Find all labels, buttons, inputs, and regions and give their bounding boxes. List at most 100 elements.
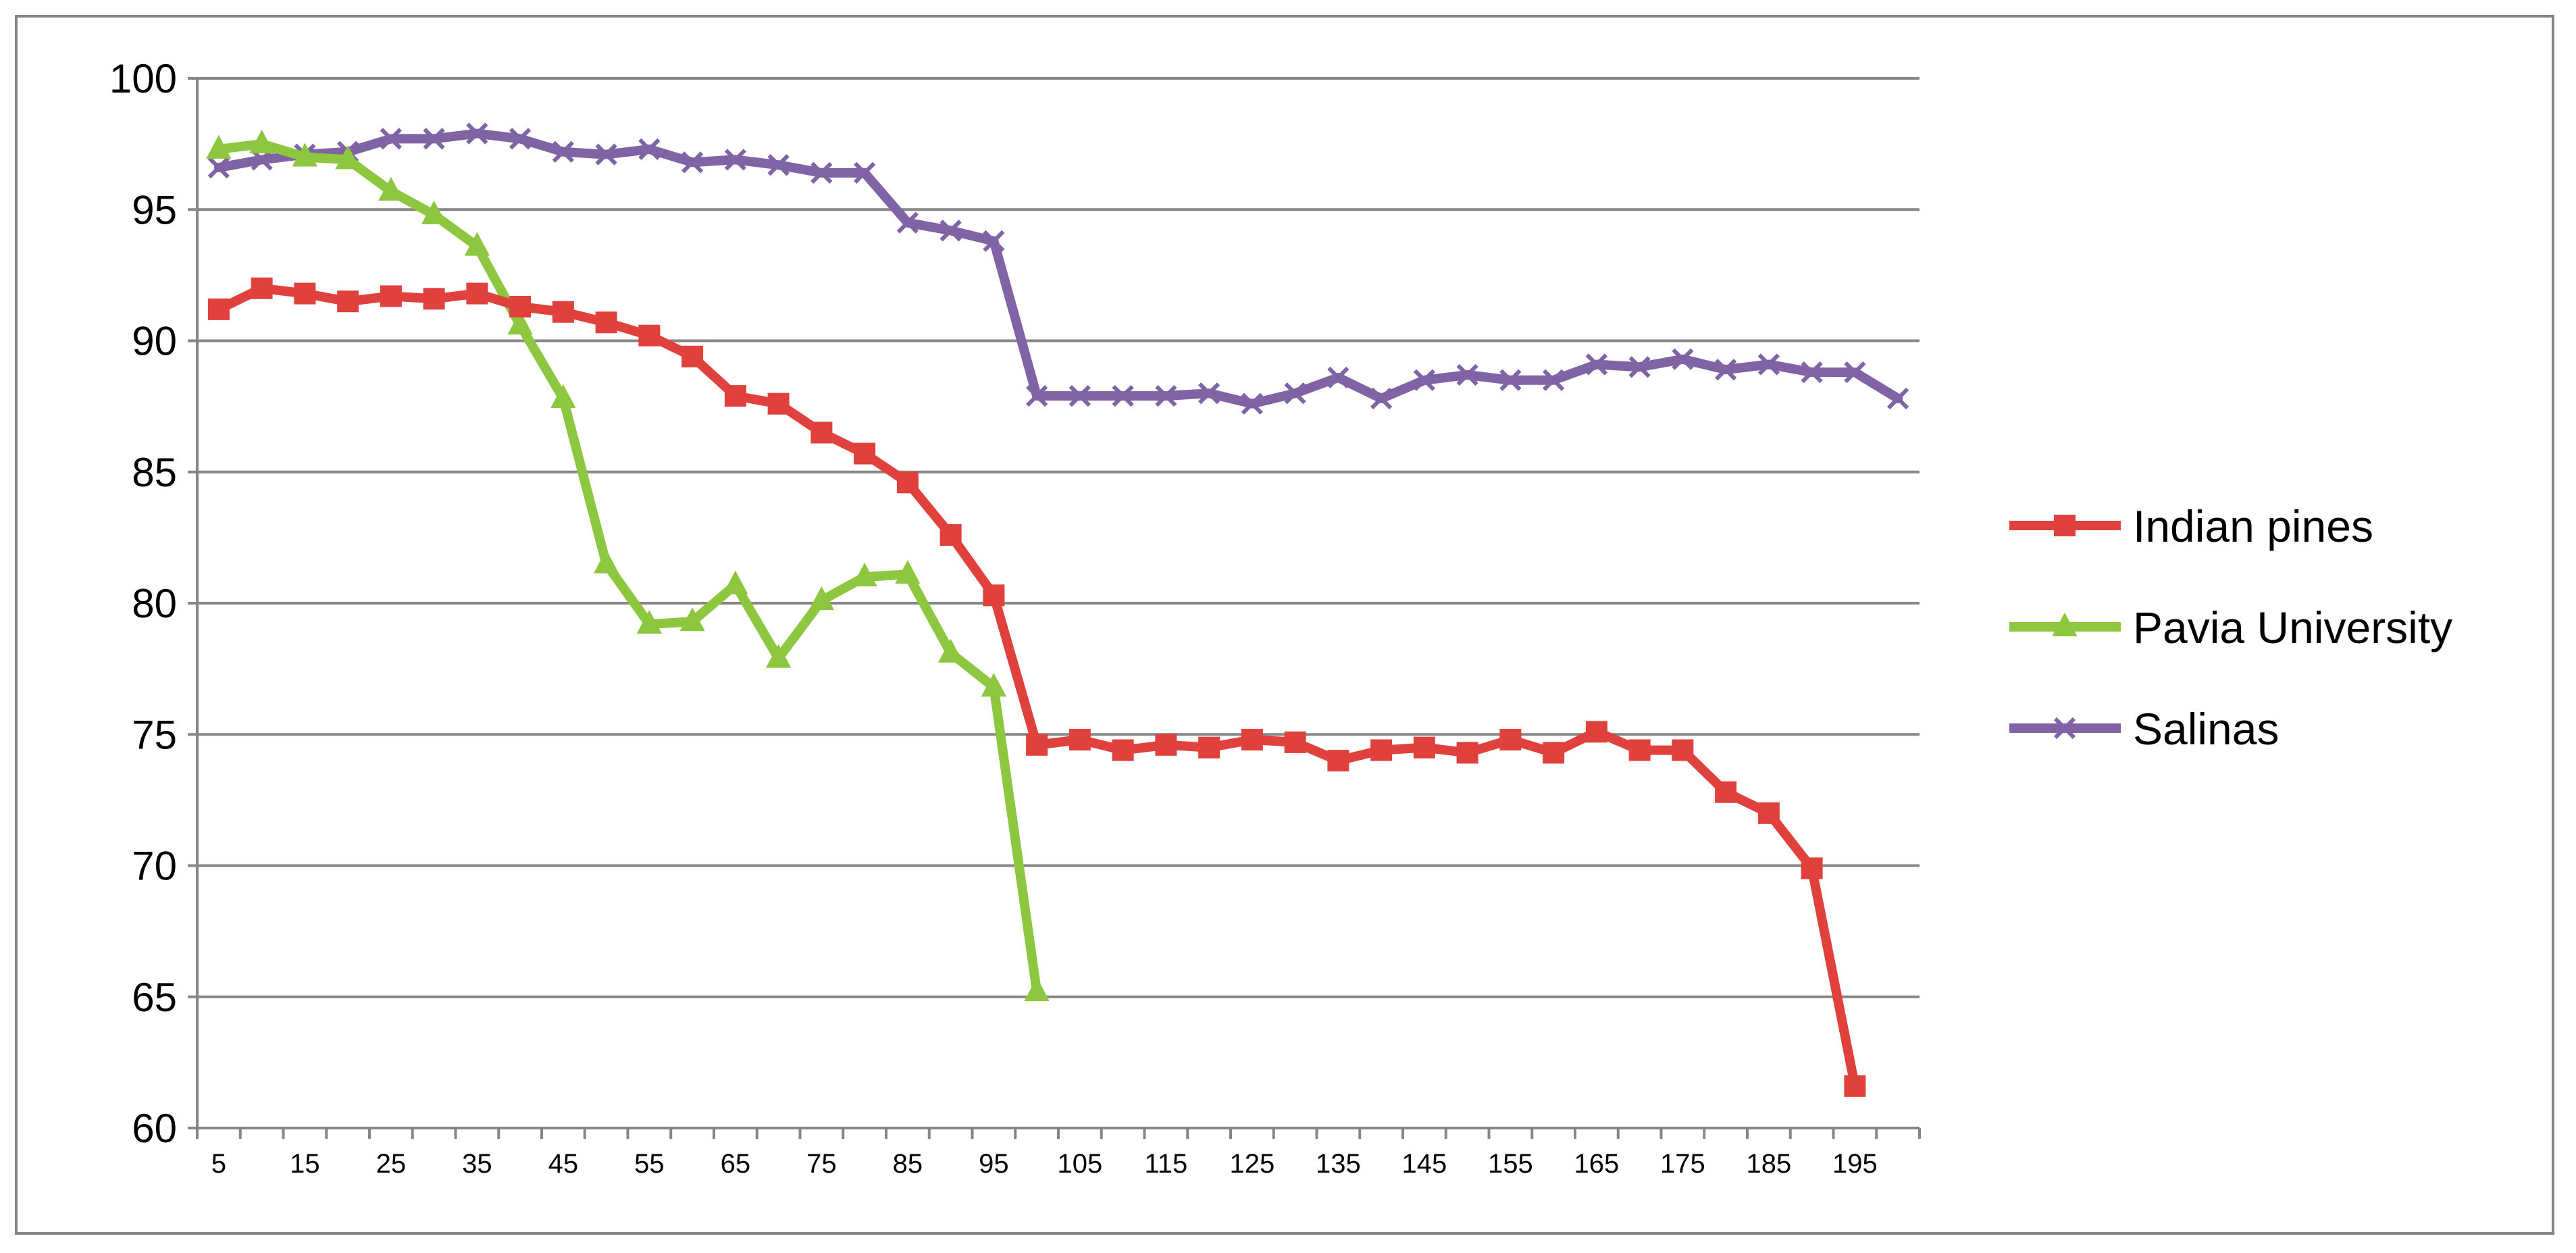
pavia-university-point (464, 232, 490, 256)
salinas-point (638, 138, 661, 161)
x-tick-label: 175 (1660, 1149, 1705, 1179)
pavia-university-point (895, 560, 921, 584)
pavia-university-point (507, 311, 533, 335)
indian-pines-point (1543, 742, 1565, 764)
indian-pines-point (1757, 802, 1780, 824)
pavia-university-point (378, 176, 404, 201)
salinas-point (1068, 384, 1091, 407)
indian-pines-series (207, 277, 1866, 1097)
x-tick-label: 45 (548, 1149, 579, 1179)
salinas-point (939, 220, 962, 242)
legend-salinas-point (2053, 717, 2076, 740)
legend-indian-pines-point (2054, 515, 2076, 536)
pavia-university-point (1024, 977, 1050, 1001)
legend-label-salinas: Salinas (2133, 704, 2279, 754)
indian-pines-point (638, 324, 661, 347)
x-tick-label: 25 (376, 1149, 407, 1179)
x-tick-label: 65 (721, 1149, 751, 1179)
salinas-point (1413, 369, 1436, 391)
salinas-point (1327, 366, 1349, 389)
legend-item-indian-pines: Indian pines (2009, 501, 2373, 551)
legend-item-pavia-university: Pavia University (2009, 603, 2452, 653)
indian-pines-point (251, 277, 273, 299)
indian-pines-point (595, 311, 617, 334)
salinas-point (1198, 382, 1220, 405)
x-tick-label: 5 (211, 1149, 226, 1179)
x-tick-label: 75 (806, 1149, 837, 1179)
x-tick-label: 135 (1316, 1149, 1361, 1179)
salinas-point (1844, 361, 1866, 384)
salinas-point (1499, 369, 1522, 391)
indian-pines-point (681, 345, 704, 367)
indian-pines-point (854, 442, 876, 465)
indian-pines-point (337, 290, 359, 313)
salinas-point (983, 230, 1005, 252)
indian-pines-point (983, 584, 1005, 607)
indian-pines-point (1672, 739, 1694, 761)
salinas-point (767, 154, 790, 176)
x-tick-label: 155 (1488, 1149, 1533, 1179)
salinas-point (896, 211, 919, 234)
indian-pines-point (767, 392, 790, 415)
salinas-point (854, 161, 876, 184)
salinas-point (1628, 356, 1651, 378)
salinas-point (1112, 384, 1134, 407)
x-tick-label: 185 (1747, 1149, 1792, 1179)
salinas-line (213, 128, 1903, 409)
gridlines (197, 77, 1920, 998)
indian-pines-point (896, 471, 919, 494)
indian-pines-point (1456, 742, 1478, 764)
pavia-university-point (723, 570, 748, 594)
x-axis-tick-labels: 5 15 25 35 45 55 65 75 85 95 105 115 125 135 145 155 165… (211, 1149, 1878, 1179)
indian-pines-point (1370, 739, 1393, 761)
indian-pines-point (1715, 781, 1737, 803)
indian-pines-point (1112, 739, 1134, 761)
y-tick-label: 70 (132, 844, 177, 889)
x-tick-label: 195 (1832, 1149, 1878, 1179)
pavia-university-point (981, 673, 1007, 697)
x-tick-label: 95 (979, 1149, 1009, 1179)
legend-pavia-university-point (2052, 612, 2078, 636)
y-axis-tick-labels: 60 65 70 75 80 85 90 95 100 (109, 56, 177, 1151)
y-tick-label: 80 (132, 581, 177, 626)
y-tick-label: 60 (132, 1106, 177, 1151)
pavia-university-point (593, 549, 619, 573)
salinas-series (207, 122, 1909, 415)
indian-pines-point (1155, 734, 1177, 756)
x-tick-label: 105 (1058, 1149, 1103, 1179)
axes (188, 77, 1921, 1139)
legend-item-salinas: Salinas (2009, 704, 2279, 754)
y-tick-label: 90 (132, 319, 177, 364)
indian-pines-point (466, 282, 488, 305)
pavia-university-series (206, 129, 1050, 1001)
x-tick-label: 55 (634, 1149, 665, 1179)
x-tick-label: 35 (462, 1149, 492, 1179)
y-tick-label: 95 (132, 187, 177, 232)
indian-pines-point (423, 288, 445, 310)
indian-pines-point (939, 523, 962, 546)
salinas-point (207, 156, 230, 179)
pavia-university-point (808, 586, 835, 611)
salinas-point (552, 140, 574, 163)
salinas-point (1585, 353, 1608, 376)
indian-pines-point (1413, 736, 1435, 759)
indian-pines-point (1844, 1075, 1866, 1097)
indian-pines-point (1585, 721, 1607, 743)
indian-pines-point (1284, 731, 1306, 753)
salinas-point (810, 161, 833, 184)
pavia-university-point (335, 145, 361, 170)
indian-pines-point (1499, 729, 1522, 751)
salinas-point (1456, 363, 1478, 386)
pavia-university-point (937, 638, 964, 663)
y-tick-label: 75 (132, 712, 177, 757)
salinas-point (423, 128, 445, 150)
pavia-university-point (550, 384, 576, 408)
salinas-point (1801, 361, 1823, 384)
salinas-point (509, 128, 532, 150)
salinas-point (724, 149, 747, 171)
pavia-university-point (636, 609, 663, 634)
indian-pines-point (1241, 729, 1263, 751)
indian-pines-point (1026, 734, 1048, 756)
indian-pines-point (1198, 736, 1220, 759)
